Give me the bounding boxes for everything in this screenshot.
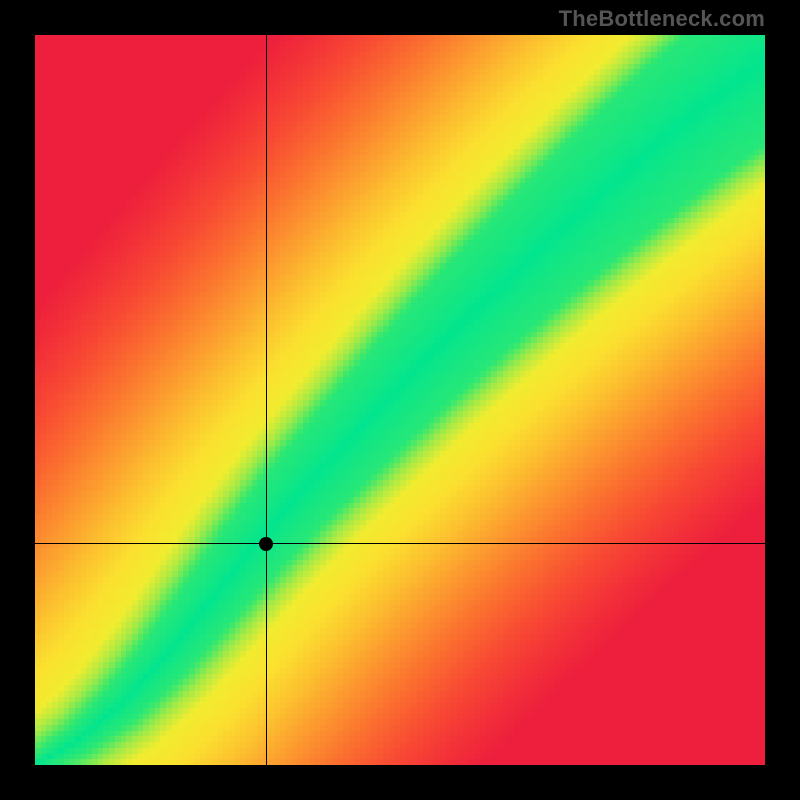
chart-frame: TheBottleneck.com <box>0 0 800 800</box>
heatmap-plot-area <box>35 35 765 765</box>
heatmap-canvas <box>35 35 765 765</box>
crosshair-vertical <box>266 35 267 765</box>
watermark-text: TheBottleneck.com <box>559 6 765 32</box>
marker-dot <box>259 537 273 551</box>
crosshair-horizontal <box>35 543 765 544</box>
